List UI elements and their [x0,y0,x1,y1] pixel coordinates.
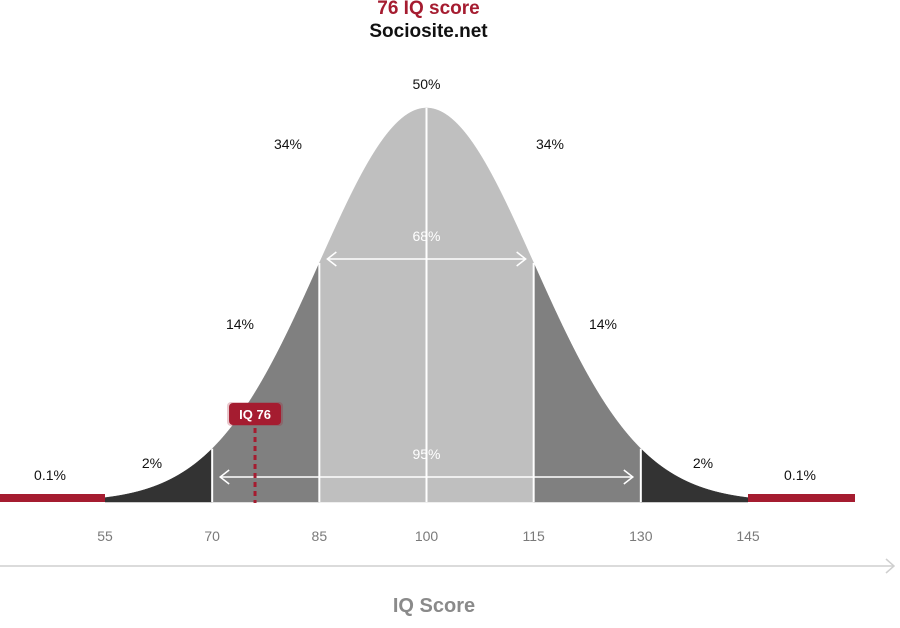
curve-band [426,107,534,503]
band-percentage-label: 34% [274,136,302,152]
band-percentage-label: 2% [693,455,713,471]
span-arrow-head-right [516,251,527,267]
x-tick-label: 70 [204,528,220,544]
span-label: 68% [412,228,440,244]
band-percentage-label: 34% [536,136,564,152]
peak-label: 50% [412,76,440,92]
x-tick-label: 55 [97,528,113,544]
chart-title: 76 IQ score [377,0,480,19]
x-axis-label: IQ Score [392,595,476,617]
band-percentage-label: 14% [226,316,254,332]
curve-band [533,262,642,503]
span-arrow-head-left [326,251,337,267]
x-axis-arrow [885,558,896,574]
band-percentage-label: 2% [142,455,162,471]
x-tick-label: 145 [736,528,760,544]
marker-label: IQ 76 [239,407,271,422]
span-label: 95% [412,446,440,462]
x-tick-label: 100 [415,528,439,544]
band-percentage-label: 0.1% [784,467,816,483]
marker-badge [229,403,282,425]
x-tick-label: 130 [629,528,653,544]
band-percentage-label: 0.1% [34,467,66,483]
span-arrow-head-left [218,469,230,485]
x-tick-label: 115 [523,528,546,544]
x-tick-label: 85 [312,528,328,544]
curve-band [640,448,749,503]
curve-band [104,448,213,503]
curve-band [319,107,427,503]
curve-band [211,262,320,503]
band-percentage-label: 14% [589,316,617,332]
chart-subtitle: Sociosite.net [369,21,488,42]
span-arrow-head-right [623,469,635,485]
